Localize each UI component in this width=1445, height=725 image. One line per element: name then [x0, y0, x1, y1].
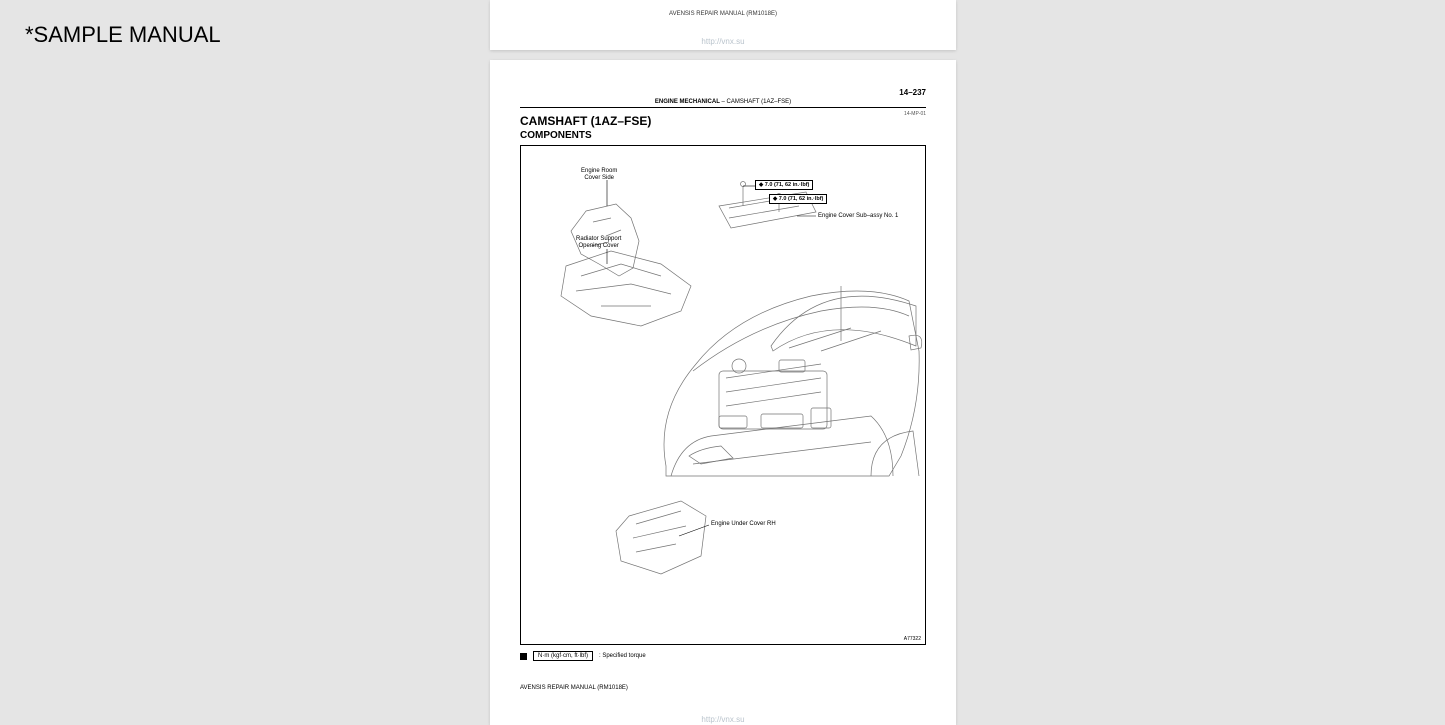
legend-rest: : Specified torque: [599, 653, 646, 659]
diagram-svg: [521, 146, 925, 644]
legend-row: N·m (kgf·cm, ft·lbf) : Specified torque: [520, 651, 926, 661]
legend-spec-box: N·m (kgf·cm, ft·lbf): [533, 651, 593, 661]
arrow-icon: ◆: [773, 196, 777, 202]
components-diagram: Engine RoomCover Side Radiator SupportOp…: [520, 145, 926, 645]
page-title: CAMSHAFT (1AZ–FSE): [520, 114, 926, 128]
label-engine-room-cover-side: Engine RoomCover Side: [581, 168, 617, 182]
torque-spec-2-text: 7.0 (71, 62 in.·lbf): [779, 196, 824, 202]
sample-watermark: *SAMPLE MANUAL: [25, 22, 221, 48]
arrow-icon: ◆: [759, 182, 763, 188]
page-number: 14–237: [520, 88, 926, 97]
footer-url-watermark: http://vnx.su: [520, 715, 926, 724]
page-subtitle: COMPONENTS: [520, 130, 926, 141]
label-engine-cover-sub-assy: Engine Cover Sub–assy No. 1: [818, 213, 898, 220]
figure-number: A77322: [904, 636, 921, 642]
torque-spec-1-text: 7.0 (71, 62 in.·lbf): [765, 182, 810, 188]
section-header-bold: ENGINE MECHANICAL: [655, 99, 720, 105]
footer-manual-id: AVENSIS REPAIR MANUAL (RM1018E): [520, 685, 926, 691]
torque-spec-1: ◆ 7.0 (71, 62 in.·lbf): [755, 180, 813, 190]
torque-spec-2: ◆ 7.0 (71, 62 in.·lbf): [769, 194, 827, 204]
label-engine-under-cover-rh: Engine Under Cover RH: [711, 521, 776, 528]
section-header: ENGINE MECHANICAL – CAMSHAFT (1AZ–FSE): [520, 99, 926, 108]
manual-page: 14–237 ENGINE MECHANICAL – CAMSHAFT (1AZ…: [490, 60, 956, 725]
prev-page-manual-id: AVENSIS REPAIR MANUAL (RM1018E): [669, 11, 777, 17]
doc-number: 14-MP-01: [904, 111, 926, 117]
label-radiator-support-cover: Radiator SupportOpening Cover: [576, 236, 621, 250]
section-header-rest: – CAMSHAFT (1AZ–FSE): [720, 99, 791, 105]
previous-page-fragment: AVENSIS REPAIR MANUAL (RM1018E) http://v…: [490, 0, 956, 50]
bullet-icon: [520, 653, 527, 660]
prev-page-url-watermark: http://vnx.su: [701, 37, 744, 46]
